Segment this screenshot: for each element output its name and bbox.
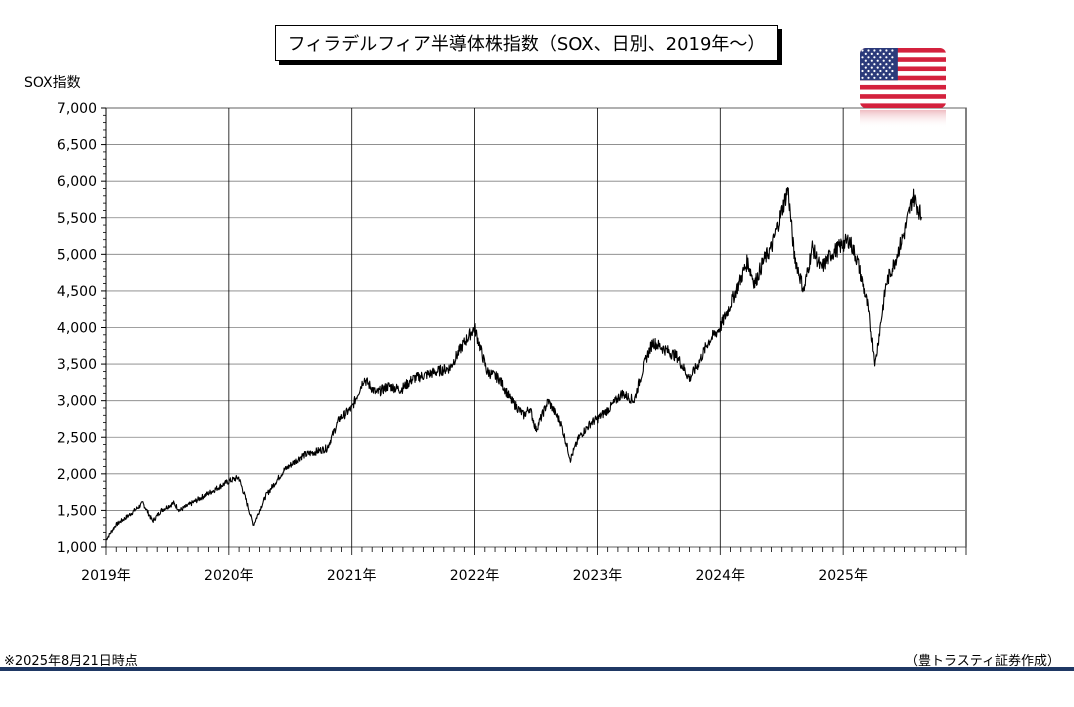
y-tick-label: 3,500: [57, 357, 97, 373]
x-tick-label: 2020年: [204, 568, 254, 584]
y-tick-label: 1,500: [57, 503, 97, 519]
x-tick-label: 2022年: [450, 568, 500, 584]
footnote: ※2025年8月21日時点: [4, 654, 138, 669]
y-tick-label: 5,000: [57, 247, 97, 263]
chart-title: フィラデルフィア半導体株指数（SOX、日別、2019年～）: [275, 25, 778, 61]
y-tick-label: 3,000: [57, 394, 97, 410]
x-tick-label: 2021年: [327, 568, 377, 584]
y-tick-label: 6,500: [57, 138, 97, 154]
bottom-rule: [0, 667, 1074, 671]
y-tick-label: 4,500: [57, 284, 97, 300]
y-tick-label: 1,000: [57, 540, 97, 556]
x-tick-label: 2019年: [81, 568, 131, 584]
y-tick-label: 6,000: [57, 174, 97, 190]
source-note: （豊トラスティ証券作成）: [905, 654, 1060, 669]
us-flag-icon: [860, 48, 946, 128]
y-tick-label: 5,500: [57, 211, 97, 227]
y-tick-label: 2,000: [57, 467, 97, 483]
sox-index-line: [105, 186, 923, 541]
x-tick-label: 2023年: [573, 568, 623, 584]
y-tick-label: 4,000: [57, 321, 97, 337]
y-tick-label: 2,500: [57, 430, 97, 446]
x-tick-label: 2024年: [695, 568, 745, 584]
y-axis-label: SOX指数: [24, 75, 81, 91]
y-tick-label: 7,000: [57, 101, 97, 117]
x-tick-label: 2025年: [818, 568, 868, 584]
